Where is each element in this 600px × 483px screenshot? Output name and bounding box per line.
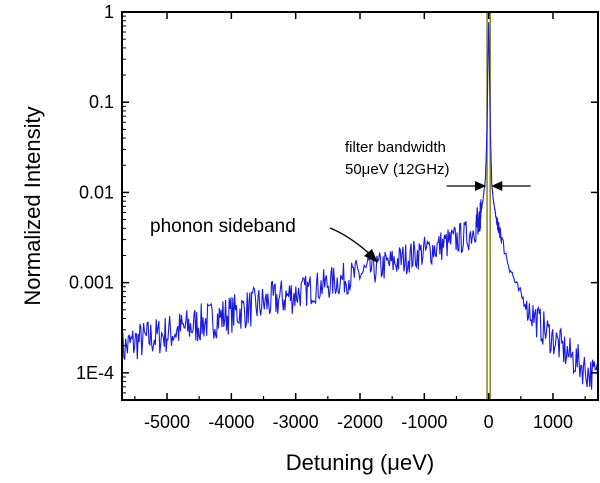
bandwidth-arrowhead-left <box>475 181 487 191</box>
series-line <box>121 22 599 390</box>
y-tick-label: 1 <box>104 2 114 22</box>
x-tick-label: 0 <box>484 412 494 432</box>
x-tick-label: -1000 <box>401 412 447 432</box>
bandwidth-arrowhead-right <box>491 181 503 191</box>
x-tick-label: -3000 <box>273 412 319 432</box>
filter-bandwidth-value: 50μeV (12GHz) <box>345 161 450 178</box>
phonon-sideband-arrowhead <box>364 249 378 263</box>
y-tick-label: 0.001 <box>69 273 114 293</box>
filter-band <box>486 12 492 400</box>
y-tick-label: 1E-4 <box>76 363 114 383</box>
series-group <box>121 22 599 390</box>
plot-frame <box>121 11 599 401</box>
phonon-sideband-arrow <box>329 227 373 257</box>
y-ticks: 1 0.1 0.01 0.001 1E-4 <box>69 2 598 401</box>
filter-bandwidth-label: filter bandwidth <box>345 139 446 156</box>
y-tick-label: 0.01 <box>79 182 114 202</box>
x-ticks: -5000 -4000 -3000 -2000 -1000 0 1000 <box>134 12 586 432</box>
x-tick-label: 1000 <box>533 412 573 432</box>
phonon-sideband-label: phonon sideband <box>150 216 296 237</box>
y-tick-label: 0.1 <box>89 92 114 112</box>
x-tick-label: -5000 <box>144 412 190 432</box>
x-tick-label: -2000 <box>337 412 383 432</box>
x-axis-label: Detuning (μeV) <box>286 450 434 475</box>
y-axis-label: Normalized Intensity <box>20 106 45 305</box>
x-tick-label: -4000 <box>208 412 254 432</box>
